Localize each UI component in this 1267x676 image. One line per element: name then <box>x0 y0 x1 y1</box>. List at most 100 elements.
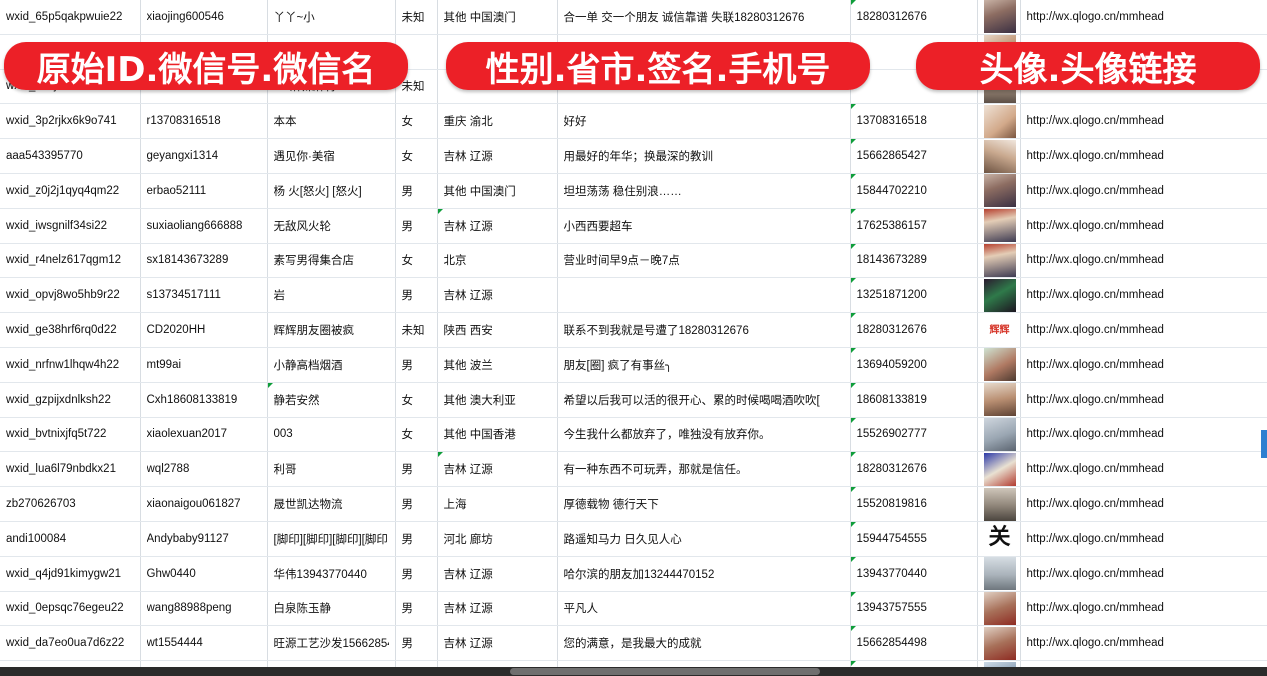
cell-avatar[interactable] <box>977 347 1021 383</box>
cell-nickname[interactable]: 白泉陈玉静 <box>267 591 396 627</box>
cell-phone[interactable]: 18608133819 <box>850 382 978 418</box>
cell-gender[interactable]: 女 <box>395 138 438 174</box>
cell-signature[interactable] <box>557 277 851 314</box>
cell-region[interactable]: 北京 <box>437 243 558 279</box>
cell-avatar[interactable] <box>977 277 1021 314</box>
cell-gender[interactable]: 男 <box>395 347 438 383</box>
cell-account[interactable]: xiaojing600546 <box>140 0 268 35</box>
table-row[interactable]: wxid_iwsgnilf34si22 suxiaoliang666888 无敌风火… <box>0 208 1267 244</box>
cell-gender[interactable]: 男 <box>395 451 438 488</box>
cell-wxid[interactable]: wxid_nrfnw1lhqw4h22 <box>0 347 141 383</box>
cell-avatar[interactable] <box>977 243 1021 279</box>
table-row[interactable]: zb270626703 xiaonaigou061827 晟世凯达物流 男 上海 厚德载物… <box>0 486 1267 522</box>
table-row[interactable]: wxid_lua6l79nbdkx21 wql2788 利哥 男 吉林 辽源 有一种东西不… <box>0 451 1267 488</box>
cell-signature[interactable]: 小西西要超车 <box>557 208 851 244</box>
cell-avatar[interactable] <box>977 451 1021 488</box>
cell-account[interactable]: erbao52111 <box>140 173 268 209</box>
cell-nickname[interactable]: 华伟13943770440 <box>267 556 396 592</box>
cell-phone[interactable]: 17625386157 <box>850 208 978 244</box>
cell-account[interactable]: CD2020HH <box>140 312 268 348</box>
cell-wxid[interactable]: wxid_3p2rjkx6k9o741 <box>0 103 141 140</box>
cell-avatar[interactable] <box>977 591 1021 627</box>
cell-region[interactable]: 其他 中国澳门 <box>437 0 558 35</box>
cell-nickname[interactable]: 无敌风火轮 <box>267 208 396 244</box>
cell-avatar-url[interactable]: http://wx.qlogo.cn/mmhead <box>1020 486 1267 522</box>
cell-account[interactable]: wt1554444 <box>140 625 268 662</box>
cell-signature[interactable]: 路遥知马力 日久见人心 <box>557 521 851 557</box>
cell-avatar[interactable]: 辉辉 <box>977 312 1021 348</box>
cell-account[interactable]: r13708316518 <box>140 103 268 140</box>
cell-phone[interactable]: 13694059200 <box>850 347 978 383</box>
cell-signature[interactable]: 合一单 交一个朋友 诚信靠谱 失联18280312676 <box>557 0 851 35</box>
table-row[interactable]: wxid_opvj8wo5hb9r22 s13734517111 岩 男 吉林 辽源 13… <box>0 277 1267 314</box>
cell-avatar-url[interactable]: http://wx.qlogo.cn/mmhead <box>1020 417 1267 453</box>
cell-gender[interactable]: 女 <box>395 382 438 418</box>
table-row[interactable]: wxid_r4nelz617qgm12 sx18143673289 素写男得集合店 女… <box>0 243 1267 279</box>
cell-phone[interactable]: 15844702210 <box>850 173 978 209</box>
cell-gender[interactable]: 男 <box>395 486 438 522</box>
cell-nickname[interactable]: 遇见你·美宿 <box>267 138 396 174</box>
horizontal-scrollbar[interactable] <box>0 667 1267 676</box>
cell-signature[interactable]: 厚德载物 德行天下 <box>557 486 851 522</box>
cell-signature[interactable]: 平凡人 <box>557 591 851 627</box>
cell-nickname[interactable]: 素写男得集合店 <box>267 243 396 279</box>
cell-signature[interactable]: 用最好的年华；换最深的教训 <box>557 138 851 174</box>
cell-signature[interactable]: 有一种东西不可玩弄，那就是信任。 <box>557 451 851 488</box>
cell-wxid[interactable]: wxid_bvtnixjfq5t722 <box>0 417 141 453</box>
cell-wxid[interactable]: wxid_0epsqc76egeu22 <box>0 591 141 627</box>
cell-gender[interactable]: 男 <box>395 208 438 244</box>
cell-avatar[interactable]: 关 <box>977 521 1021 557</box>
cell-gender[interactable]: 男 <box>395 521 438 557</box>
cell-region[interactable]: 吉林 辽源 <box>437 556 558 592</box>
cell-avatar[interactable] <box>977 486 1021 522</box>
cell-wxid[interactable]: wxid_da7eo0ua7d6z22 <box>0 625 141 662</box>
cell-avatar[interactable] <box>977 0 1021 35</box>
cell-avatar-url[interactable]: http://wx.qlogo.cn/mmhead <box>1020 103 1267 140</box>
cell-avatar-url[interactable]: http://wx.qlogo.cn/mmhead <box>1020 243 1267 279</box>
cell-account[interactable]: suxiaoliang666888 <box>140 208 268 244</box>
cell-region[interactable]: 吉林 辽源 <box>437 451 558 488</box>
cell-wxid[interactable]: zb270626703 <box>0 486 141 522</box>
cell-nickname[interactable]: 旺源工艺沙发15662854 <box>267 625 396 662</box>
cell-avatar-url[interactable]: http://wx.qlogo.cn/mmhead <box>1020 347 1267 383</box>
cell-phone[interactable]: 13708316518 <box>850 103 978 140</box>
cell-nickname[interactable]: 丫丫~小 <box>267 0 396 35</box>
cell-region[interactable]: 吉林 辽源 <box>437 138 558 174</box>
cell-region[interactable]: 其他 波兰 <box>437 347 558 383</box>
cell-avatar[interactable] <box>977 625 1021 662</box>
cell-wxid[interactable]: wxid_z0j2j1qyq4qm22 <box>0 173 141 209</box>
cell-region[interactable]: 河北 廊坊 <box>437 521 558 557</box>
cell-signature[interactable]: 联系不到我就是号遭了18280312676 <box>557 312 851 348</box>
cell-account[interactable]: xiaonaigou061827 <box>140 486 268 522</box>
table-row[interactable]: wxid_gzpijxdnlksh22 Cxh18608133819 静若安然 女 其他… <box>0 382 1267 418</box>
cell-signature[interactable]: 坦坦荡荡 稳住别浪…… <box>557 173 851 209</box>
cell-avatar-url[interactable]: http://wx.qlogo.cn/mmhead <box>1020 0 1267 35</box>
cell-avatar-url[interactable]: http://wx.qlogo.cn/mmhead <box>1020 138 1267 174</box>
table-row[interactable]: wxid_0epsqc76egeu22 wang88988peng 白泉陈玉静 男 吉林… <box>0 591 1267 627</box>
cell-nickname[interactable]: 静若安然 <box>267 382 396 418</box>
cell-avatar-url[interactable]: http://wx.qlogo.cn/mmhead <box>1020 625 1267 662</box>
cell-signature[interactable]: 希望以后我可以活的很开心、累的时候喝喝酒吹吹[ <box>557 382 851 418</box>
cell-wxid[interactable]: wxid_iwsgnilf34si22 <box>0 208 141 244</box>
cell-gender[interactable]: 未知 <box>395 0 438 35</box>
cell-gender[interactable]: 未知 <box>395 69 438 105</box>
cell-account[interactable]: geyangxi1314 <box>140 138 268 174</box>
cell-avatar[interactable] <box>977 382 1021 418</box>
cell-account[interactable]: s13734517111 <box>140 277 268 314</box>
cell-nickname[interactable]: 杨 火[怒火] [怒火] <box>267 173 396 209</box>
cell-avatar[interactable] <box>977 556 1021 592</box>
cell-phone[interactable]: 13943770440 <box>850 556 978 592</box>
cell-gender[interactable]: 女 <box>395 417 438 453</box>
cell-region[interactable]: 其他 中国香港 <box>437 417 558 453</box>
cell-phone[interactable]: 13943757555 <box>850 591 978 627</box>
cell-avatar-url[interactable]: http://wx.qlogo.cn/mmhead <box>1020 382 1267 418</box>
cell-avatar[interactable] <box>977 173 1021 209</box>
cell-nickname[interactable]: [脚印][脚印][脚印][脚印 <box>267 521 396 557</box>
cell-avatar-url[interactable]: http://wx.qlogo.cn/mmhead <box>1020 591 1267 627</box>
cell-region[interactable]: 重庆 渝北 <box>437 103 558 140</box>
cell-phone[interactable]: 18280312676 <box>850 451 978 488</box>
cell-wxid[interactable]: aaa543395770 <box>0 138 141 174</box>
cell-wxid[interactable]: wxid_gzpijxdnlksh22 <box>0 382 141 418</box>
cell-wxid[interactable]: wxid_r4nelz617qgm12 <box>0 243 141 279</box>
cell-gender[interactable]: 男 <box>395 591 438 627</box>
